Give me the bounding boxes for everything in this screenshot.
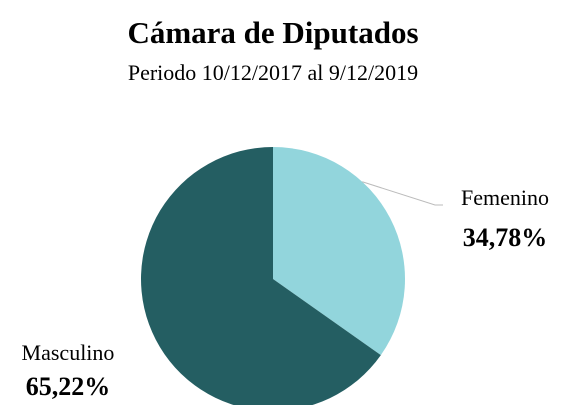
pie-slice xyxy=(141,147,381,405)
chart-title: Cámara de Diputados xyxy=(127,15,418,50)
chart-subtitle: Periodo 10/12/2017 al 9/12/2019 xyxy=(128,60,418,85)
pie-slice xyxy=(273,147,406,356)
leader-line xyxy=(362,181,443,206)
slice-label: Masculino xyxy=(22,340,115,365)
slice-value-label: 65,22% xyxy=(26,372,111,401)
slice-value-label: 34,78% xyxy=(463,223,548,252)
slice-label: Femenino xyxy=(461,185,549,210)
